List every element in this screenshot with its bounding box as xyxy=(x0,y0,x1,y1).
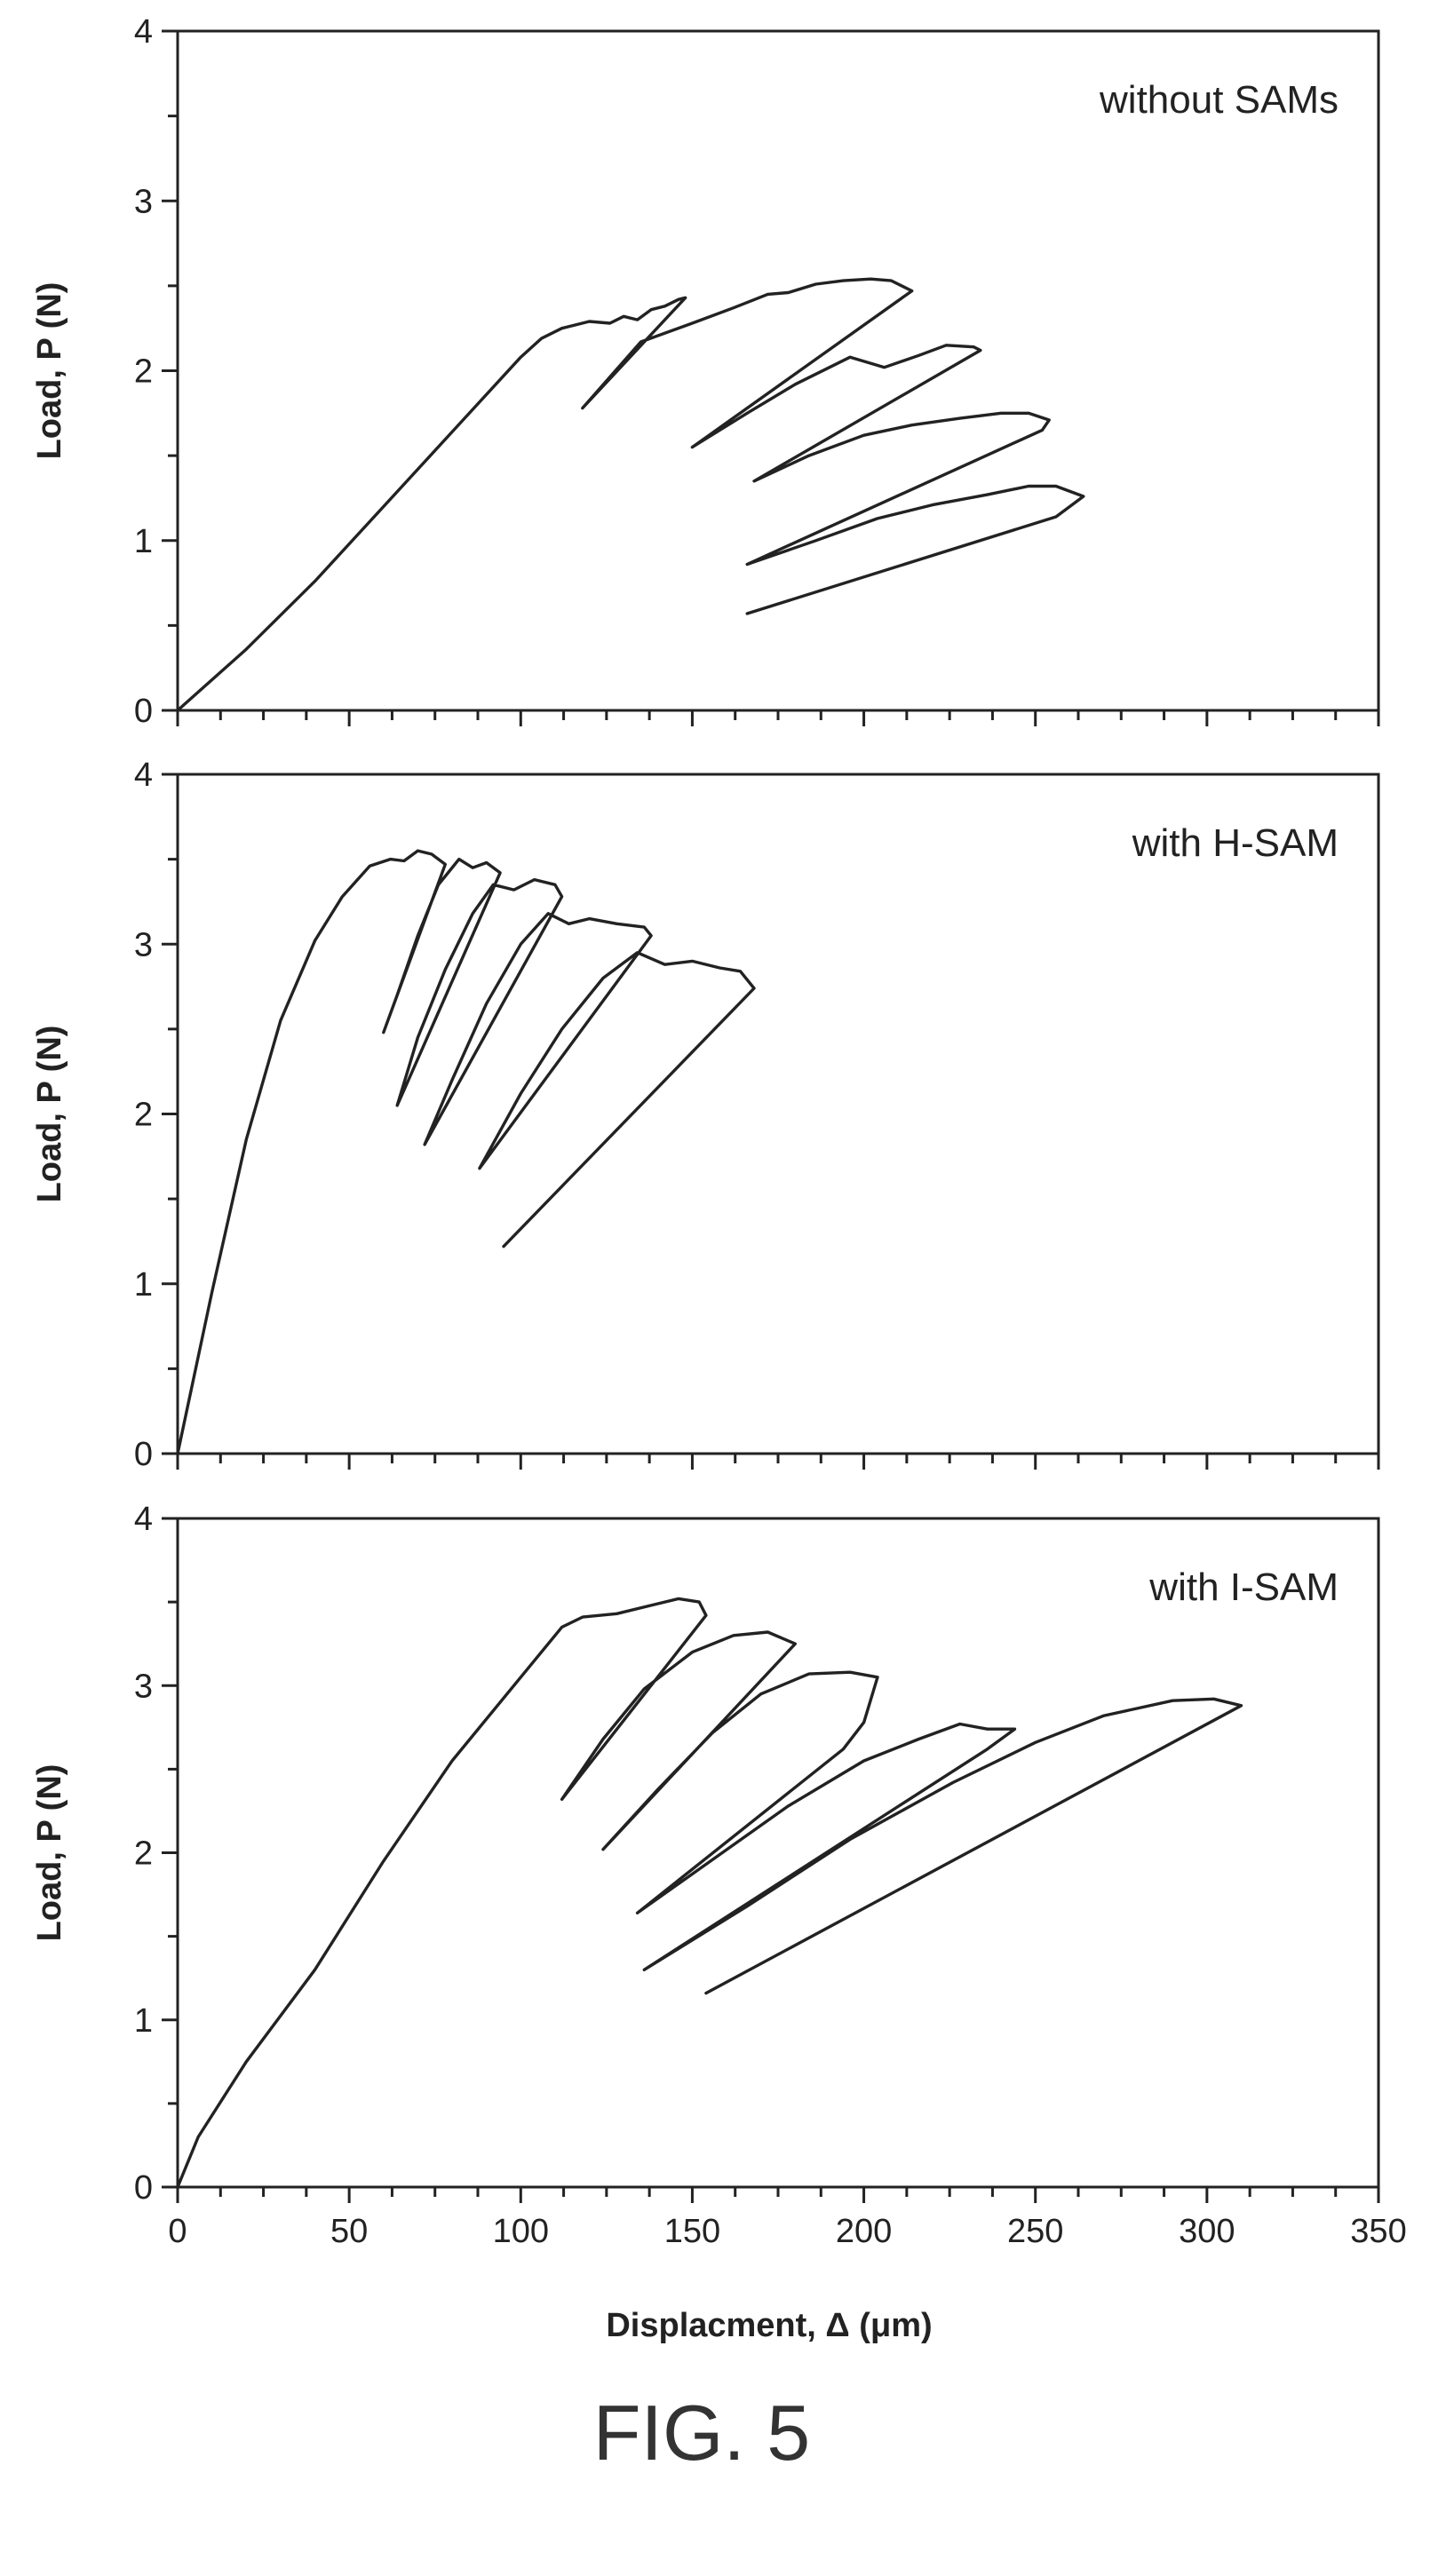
x-tick-label: 150 xyxy=(664,2213,720,2250)
y-tick-label: 4 xyxy=(134,1501,153,1538)
x-tick-label: 0 xyxy=(168,2213,187,2250)
y-tick-label: 4 xyxy=(134,757,153,794)
plot-frame xyxy=(176,29,1380,712)
y-tick-label: 1 xyxy=(134,2002,153,2040)
figure-caption: FIG. 5 xyxy=(593,2389,811,2477)
y-axis-title: Load, P (N) xyxy=(31,282,68,460)
plot-frame xyxy=(176,1517,1380,2189)
y-tick-label: 2 xyxy=(134,1835,153,1873)
y-tick-label: 3 xyxy=(134,1668,153,1705)
y-tick-label: 0 xyxy=(134,1436,153,1473)
x-tick-label: 250 xyxy=(1007,2213,1063,2250)
y-tick-label: 3 xyxy=(134,926,153,963)
y-tick-label: 0 xyxy=(134,693,153,730)
plot-frame xyxy=(176,773,1380,1455)
x-tick-label: 350 xyxy=(1350,2213,1406,2250)
y-tick-label: 1 xyxy=(134,1266,153,1304)
load-displacement-curve xyxy=(176,1597,1243,2189)
y-axis-title: Load, P (N) xyxy=(31,1764,68,1942)
y-tick-label: 1 xyxy=(134,523,153,560)
y-tick-label: 3 xyxy=(134,183,153,220)
y-tick-label: 4 xyxy=(134,13,153,51)
panel-annotation: with I-SAM xyxy=(1148,1565,1339,1609)
panel-annotation: without SAMs xyxy=(1099,78,1339,122)
panel-annotation: with H-SAM xyxy=(1132,821,1339,865)
panel-without-sams: 0 1 2 3 4 Load, P (N) without SAMs xyxy=(31,13,1380,730)
load-displacement-curve xyxy=(176,277,1085,712)
x-axis-title: Displacment, Δ (μm) xyxy=(606,2307,932,2344)
y-axis-title: Load, P (N) xyxy=(31,1026,68,1203)
y-tick-label: 2 xyxy=(134,1097,153,1134)
y-tick-label: 0 xyxy=(134,2169,153,2207)
load-displacement-curve xyxy=(176,849,756,1455)
x-tick-label: 300 xyxy=(1179,2213,1235,2250)
x-tick-label: 200 xyxy=(836,2213,892,2250)
x-tick-label: 100 xyxy=(493,2213,549,2250)
y-tick-label: 2 xyxy=(134,353,153,391)
x-tick-label: 50 xyxy=(330,2213,368,2250)
panel-with-i-sam: 0 1 2 3 4 0 50 100 150 200 250 300 350 Load, P (N) Dis… xyxy=(31,1501,1407,2344)
panel-with-h-sam: 0 1 2 3 4 Load, P (N) with H-SAM xyxy=(31,757,1380,1473)
